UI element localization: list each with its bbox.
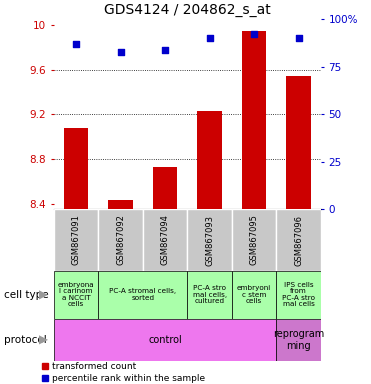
Bar <box>108 200 133 209</box>
Text: GSM867094: GSM867094 <box>161 215 170 265</box>
Bar <box>276 319 321 361</box>
Point <box>162 46 168 53</box>
Point <box>251 31 257 38</box>
Bar <box>54 209 98 271</box>
Text: cell type: cell type <box>4 290 48 300</box>
Text: GSM867091: GSM867091 <box>72 215 81 265</box>
Bar <box>187 271 232 319</box>
Text: ▶: ▶ <box>39 333 48 346</box>
Text: IPS cells
from
PC-A stro
mal cells: IPS cells from PC-A stro mal cells <box>282 282 315 308</box>
Text: embryoni
c stem
cells: embryoni c stem cells <box>237 285 271 304</box>
Point <box>296 35 302 41</box>
Point <box>207 35 213 41</box>
Text: ▶: ▶ <box>39 288 48 301</box>
Bar <box>232 271 276 319</box>
Point <box>118 48 124 55</box>
Bar <box>197 111 222 209</box>
Text: PC-A stro
mal cells,
cultured: PC-A stro mal cells, cultured <box>193 285 227 304</box>
Bar <box>276 209 321 271</box>
Text: GSM867093: GSM867093 <box>205 215 214 265</box>
Bar <box>98 271 187 319</box>
Legend: transformed count, percentile rank within the sample: transformed count, percentile rank withi… <box>42 362 206 383</box>
Bar <box>64 127 88 209</box>
Text: GSM867095: GSM867095 <box>250 215 259 265</box>
Title: GDS4124 / 204862_s_at: GDS4124 / 204862_s_at <box>104 3 271 17</box>
Bar <box>242 31 266 209</box>
Bar <box>54 271 98 319</box>
Bar <box>286 76 311 209</box>
Text: GSM867096: GSM867096 <box>294 215 303 265</box>
Text: PC-A stromal cells,
sorted: PC-A stromal cells, sorted <box>109 288 176 301</box>
Point <box>73 41 79 47</box>
Text: GSM867092: GSM867092 <box>116 215 125 265</box>
Bar <box>187 209 232 271</box>
Text: reprogram
ming: reprogram ming <box>273 329 324 351</box>
Bar <box>232 209 276 271</box>
Bar <box>143 209 187 271</box>
Bar <box>153 167 177 209</box>
Text: embryona
l carinom
a NCCIT
cells: embryona l carinom a NCCIT cells <box>58 282 94 308</box>
Bar <box>276 271 321 319</box>
Text: control: control <box>148 335 182 345</box>
Bar <box>54 319 276 361</box>
Text: protocol: protocol <box>4 335 46 345</box>
Bar <box>98 209 143 271</box>
